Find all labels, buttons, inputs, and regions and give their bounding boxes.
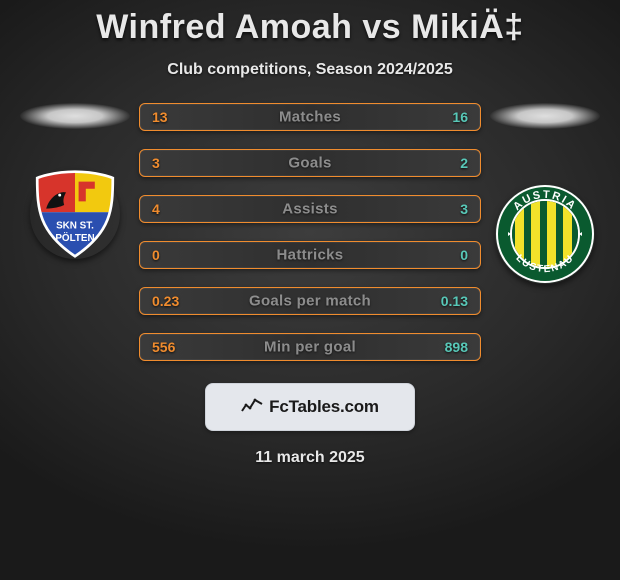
stat-row: 0 Hattricks 0: [139, 241, 481, 269]
right-club-badge: AUSTRIA LUSTENAU: [495, 184, 595, 284]
skn-stpoelten-crest-icon: SKN ST. PÖLTEN: [30, 169, 120, 259]
stat-row: 13 Matches 16: [139, 103, 481, 131]
stat-label: Assists: [282, 201, 337, 218]
stat-left-value: 0.23: [152, 293, 192, 309]
stat-label: Goals: [288, 155, 331, 172]
fctables-label: FcTables.com: [269, 397, 379, 417]
chart-icon: [241, 397, 263, 418]
stat-left-value: 4: [152, 201, 192, 217]
svg-text:SKN ST.: SKN ST.: [56, 220, 94, 231]
austria-lustenau-crest-icon: AUSTRIA LUSTENAU: [495, 184, 595, 284]
spotlight-shadow-left: [20, 103, 130, 129]
stat-right-value: 0: [428, 247, 468, 263]
stat-label: Min per goal: [264, 339, 356, 356]
stat-label: Hattricks: [277, 247, 344, 264]
stat-right-value: 3: [428, 201, 468, 217]
stat-left-value: 13: [152, 109, 192, 125]
fctables-watermark: FcTables.com: [205, 383, 415, 431]
comparison-title: Winfred Amoah vs MikiÄ‡: [0, 0, 620, 47]
stat-right-value: 16: [428, 109, 468, 125]
stat-row: 3 Goals 2: [139, 149, 481, 177]
snapshot-date: 11 march 2025: [0, 449, 620, 467]
stat-left-value: 0: [152, 247, 192, 263]
stat-right-value: 898: [428, 339, 468, 355]
stat-row: 556 Min per goal 898: [139, 333, 481, 361]
stat-label: Goals per match: [249, 293, 371, 310]
stat-right-value: 2: [428, 155, 468, 171]
left-club-badge: SKN ST. PÖLTEN: [30, 169, 120, 259]
stat-label: Matches: [279, 109, 341, 126]
left-club-column: SKN ST. PÖLTEN: [15, 103, 135, 259]
stat-left-value: 3: [152, 155, 192, 171]
stat-left-value: 556: [152, 339, 192, 355]
stat-row: 0.23 Goals per match 0.13: [139, 287, 481, 315]
spotlight-shadow-right: [490, 103, 600, 129]
stat-bars: 13 Matches 16 3 Goals 2 4 Assists 3 0 Hattricks 0 0.…: [135, 103, 485, 361]
right-club-column: AUSTRIA LUSTENAU: [485, 103, 605, 284]
svg-text:PÖLTEN: PÖLTEN: [55, 233, 94, 244]
comparison-subtitle: Club competitions, Season 2024/2025: [0, 61, 620, 79]
stat-right-value: 0.13: [428, 293, 468, 309]
stat-row: 4 Assists 3: [139, 195, 481, 223]
comparison-body: SKN ST. PÖLTEN 13 Matches 16 3 Goals 2 4 Assist…: [0, 103, 620, 361]
